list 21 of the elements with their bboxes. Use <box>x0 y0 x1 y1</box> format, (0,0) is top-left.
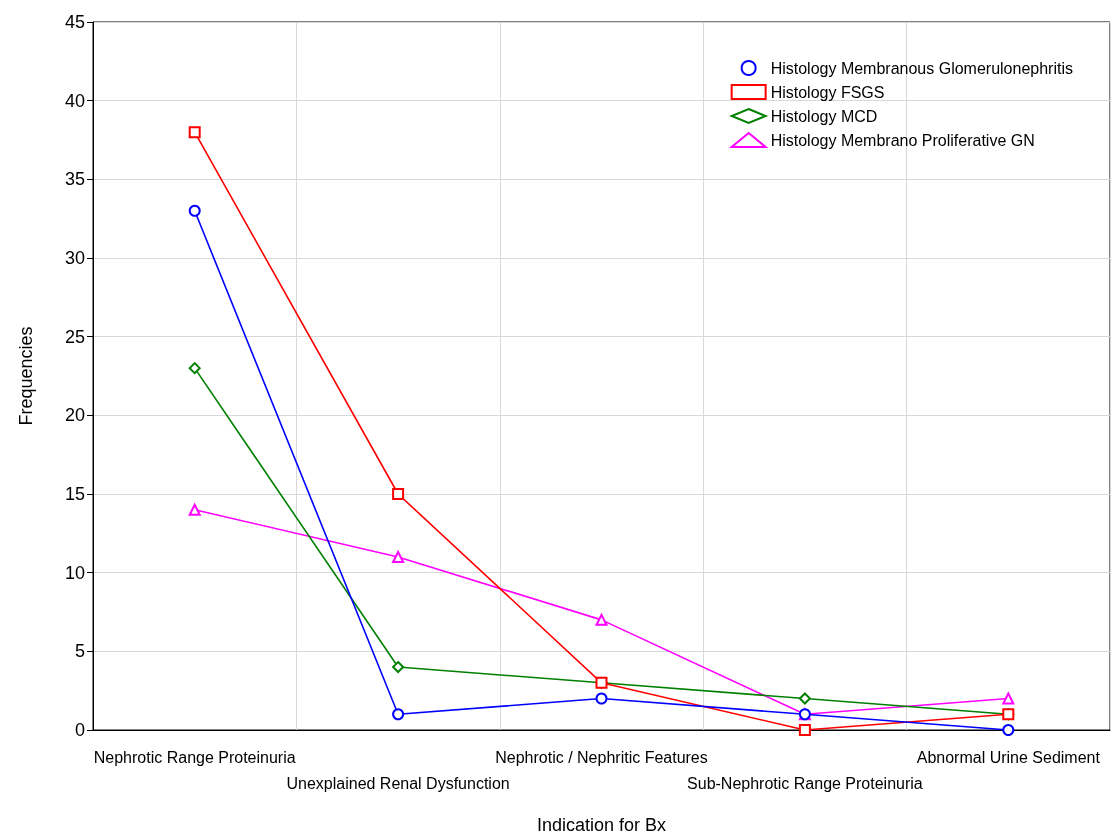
legend-label: Histology MCD <box>770 107 878 125</box>
y-tick-label: 20 <box>64 405 85 426</box>
y-tick-label: 30 <box>64 248 85 268</box>
y-tick-label: 45 <box>64 12 85 32</box>
y-axis-title: Frequencies <box>16 326 36 426</box>
y-tick-label: 25 <box>64 326 85 347</box>
y-tick-label: 10 <box>64 562 85 583</box>
x-axis-title: Indication for Bx <box>536 815 667 835</box>
x-tick-label: Nephrotic / Nephritic Features <box>495 748 708 766</box>
y-tick-label: 5 <box>74 641 85 662</box>
x-tick-label: Abnormal Urine Sediment <box>916 748 1101 766</box>
legend-label: Histology Membrano Proliferative GN <box>770 131 1035 149</box>
y-tick-label: 15 <box>64 484 85 504</box>
y-tick-label: 0 <box>74 720 85 740</box>
legend-label: Histology Membranous Glomerulonephritis <box>770 59 1074 77</box>
x-tick-label: Nephrotic Range Proteinuria <box>93 748 296 766</box>
y-tick-label: 40 <box>64 90 85 111</box>
x-tick-label: Unexplained Renal Dysfunction <box>286 774 510 792</box>
x-tick-label: Sub-Nephrotic Range Proteinuria <box>687 774 923 792</box>
y-tick-label: 35 <box>64 169 85 190</box>
legend-label: Histology FSGS <box>770 83 885 101</box>
